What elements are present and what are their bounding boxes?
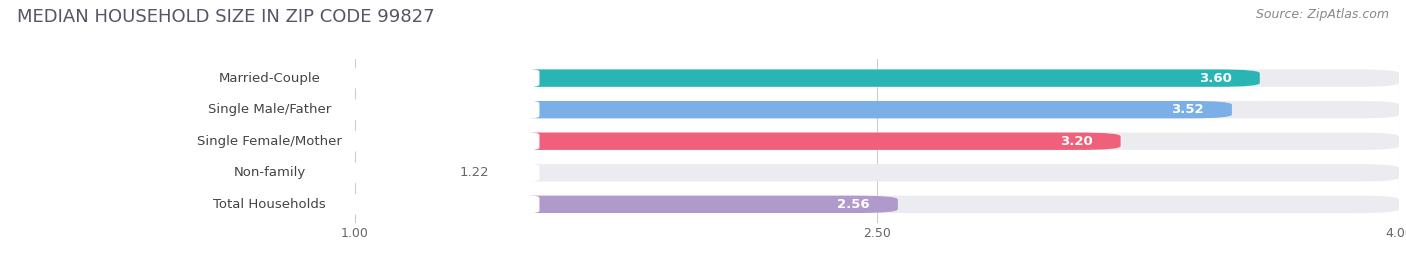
Text: Total Households: Total Households xyxy=(214,198,326,211)
Text: Single Male/Father: Single Male/Father xyxy=(208,103,332,116)
FancyBboxPatch shape xyxy=(0,100,540,120)
FancyBboxPatch shape xyxy=(7,133,1121,150)
FancyBboxPatch shape xyxy=(0,131,540,151)
Text: Married-Couple: Married-Couple xyxy=(219,72,321,85)
FancyBboxPatch shape xyxy=(7,196,898,213)
Text: Single Female/Mother: Single Female/Mother xyxy=(197,135,342,148)
FancyBboxPatch shape xyxy=(0,162,540,183)
FancyBboxPatch shape xyxy=(7,164,432,182)
FancyBboxPatch shape xyxy=(7,101,1399,118)
FancyBboxPatch shape xyxy=(7,69,1260,87)
FancyBboxPatch shape xyxy=(0,68,540,89)
Text: Non-family: Non-family xyxy=(233,166,307,179)
FancyBboxPatch shape xyxy=(7,196,1399,213)
FancyBboxPatch shape xyxy=(7,133,1399,150)
FancyBboxPatch shape xyxy=(0,194,540,215)
Text: 3.52: 3.52 xyxy=(1171,103,1204,116)
FancyBboxPatch shape xyxy=(7,101,1232,118)
Text: 3.60: 3.60 xyxy=(1199,72,1232,85)
FancyBboxPatch shape xyxy=(7,69,1399,87)
Text: MEDIAN HOUSEHOLD SIZE IN ZIP CODE 99827: MEDIAN HOUSEHOLD SIZE IN ZIP CODE 99827 xyxy=(17,8,434,26)
Text: 3.20: 3.20 xyxy=(1060,135,1092,148)
Text: 2.56: 2.56 xyxy=(838,198,870,211)
Text: Source: ZipAtlas.com: Source: ZipAtlas.com xyxy=(1256,8,1389,21)
FancyBboxPatch shape xyxy=(7,164,1399,182)
Text: 1.22: 1.22 xyxy=(460,166,489,179)
